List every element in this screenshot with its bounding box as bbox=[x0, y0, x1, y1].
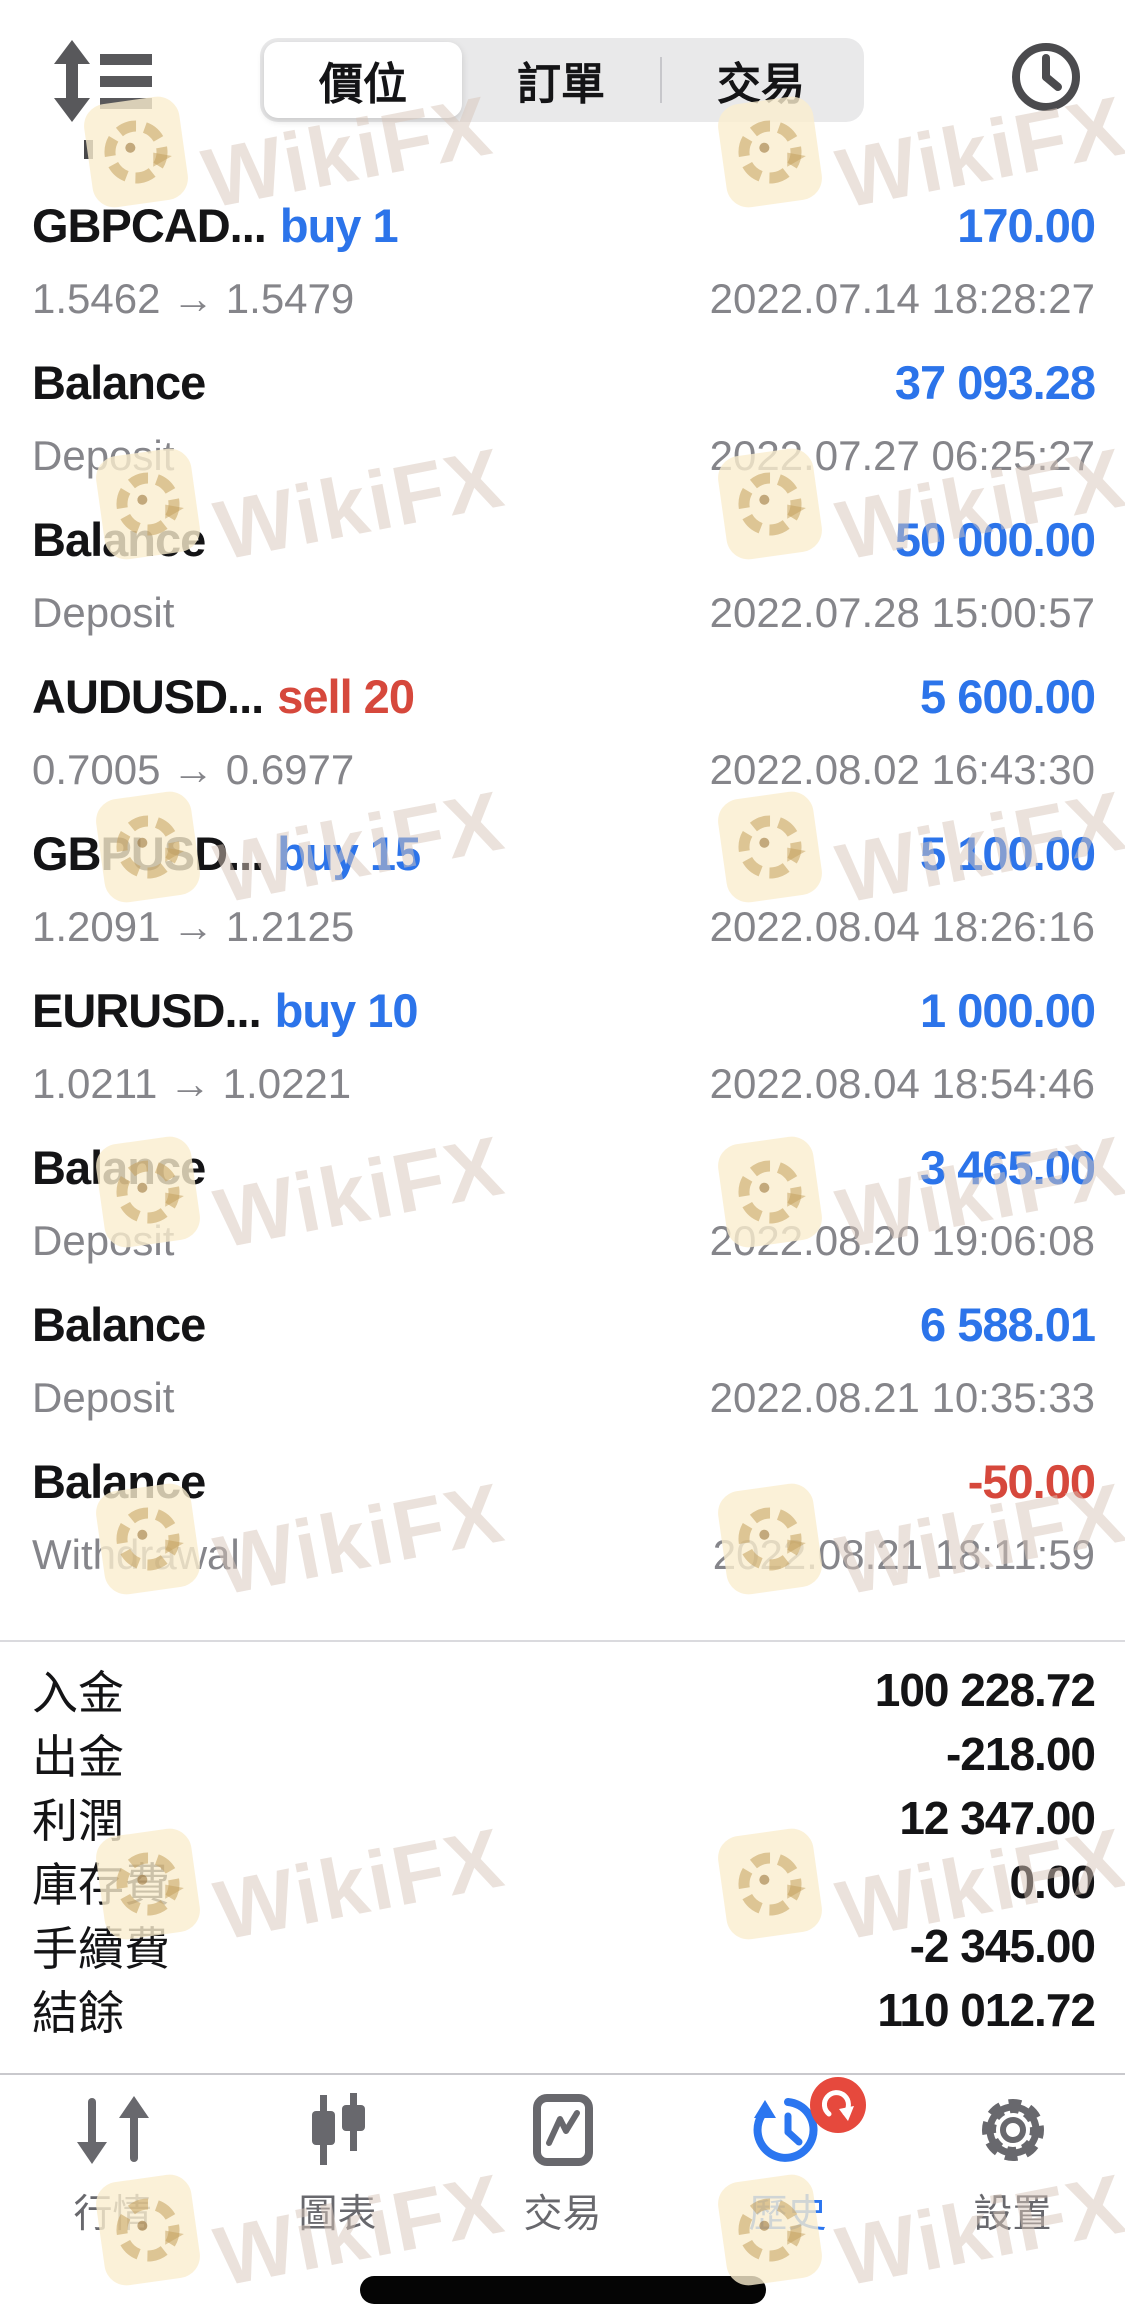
entry-time: 2022.08.21 18:11:59 bbox=[712, 1531, 1095, 1578]
entry-detail: Deposit bbox=[32, 1217, 175, 1264]
entry-amount: 50 000.00 bbox=[894, 513, 1096, 566]
tab-label: 行情 bbox=[73, 2193, 152, 2236]
history-entry[interactable]: Balance 3 465.00 Deposit 2022.08.20 19:0… bbox=[0, 1124, 1125, 1281]
view-segmented-control: 價位 訂單 交易 bbox=[260, 38, 864, 122]
gear-icon bbox=[981, 2099, 1044, 2161]
tab-label: 歷史 bbox=[748, 2193, 827, 2236]
entry-symbol: Balance bbox=[32, 513, 206, 566]
summary-label: 利潤 bbox=[32, 1795, 124, 1847]
history-entry[interactable]: EURUSD... buy 10 1 000.00 1.0211 → 1.022… bbox=[0, 967, 1125, 1124]
entry-symbol: Balance bbox=[32, 1298, 206, 1351]
tab-label: 交易 bbox=[523, 2193, 602, 2236]
entry-action: buy 10 bbox=[274, 984, 419, 1037]
summary-row-commission: 手續費 -2 345.00 bbox=[32, 1914, 1096, 1978]
summary-label: 手續費 bbox=[32, 1923, 170, 1975]
tab-deals[interactable]: 交易 bbox=[717, 60, 805, 109]
summary-panel: 入金 100 228.72 出金 -218.00 利潤 12 347.00 庫存… bbox=[32, 1658, 1096, 2042]
summary-label: 結餘 bbox=[32, 1987, 124, 2039]
history-entry[interactable]: GBPCAD... buy 1 170.00 1.5462 → 1.5479 2… bbox=[0, 182, 1125, 339]
entry-symbol: EURUSD... bbox=[32, 984, 262, 1037]
tab-charts[interactable]: 圖表 bbox=[225, 2091, 450, 2323]
entry-amount: 5 600.00 bbox=[920, 670, 1096, 723]
summary-value: 0.00 bbox=[1009, 1856, 1096, 1908]
history-entry[interactable]: Balance 50 000.00 Deposit 2022.07.28 15:… bbox=[0, 496, 1125, 653]
segment-divider bbox=[660, 57, 662, 103]
entry-symbol: Balance bbox=[32, 1455, 206, 1508]
tab-quotes[interactable]: 行情 bbox=[0, 2091, 225, 2323]
summary-label: 出金 bbox=[32, 1731, 124, 1783]
entry-amount: 37 093.28 bbox=[894, 356, 1096, 409]
summary-row-deposit: 入金 100 228.72 bbox=[32, 1658, 1096, 1722]
tab-trade[interactable]: 交易 bbox=[450, 2091, 675, 2323]
entry-amount: -50.00 bbox=[967, 1455, 1096, 1508]
entry-amount: 3 465.00 bbox=[920, 1141, 1096, 1194]
entry-action: buy 15 bbox=[277, 827, 421, 880]
entry-symbol: GBPUSD... bbox=[32, 827, 264, 880]
summary-value: 100 228.72 bbox=[874, 1664, 1096, 1716]
candlestick-chart-icon bbox=[311, 2093, 365, 2165]
summary-value: 110 012.72 bbox=[877, 1984, 1096, 2036]
entry-symbol: GBPCAD... bbox=[32, 199, 267, 252]
entry-amount: 5 100.00 bbox=[920, 827, 1096, 880]
home-indicator[interactable] bbox=[360, 2276, 766, 2304]
summary-value: -218.00 bbox=[945, 1728, 1096, 1780]
entry-time: 2022.08.21 10:35:33 bbox=[709, 1374, 1095, 1421]
entry-symbol: Balance bbox=[32, 1141, 206, 1194]
entry-detail: 1.5462 → 1.5479 bbox=[32, 275, 355, 322]
entry-time: 2022.07.27 06:25:27 bbox=[709, 432, 1095, 479]
history-list: GBPCAD... buy 1 170.00 1.5462 → 1.5479 2… bbox=[0, 182, 1125, 1595]
summary-value: -2 345.00 bbox=[909, 1920, 1096, 1972]
history-entry[interactable]: AUDUSD... sell 20 5 600.00 0.7005 → 0.69… bbox=[0, 653, 1125, 810]
entry-time: 2022.08.20 19:06:08 bbox=[709, 1217, 1095, 1264]
summary-label: 入金 bbox=[32, 1667, 124, 1719]
entry-symbol: AUDUSD... bbox=[32, 670, 264, 723]
history-entry[interactable]: Balance 37 093.28 Deposit 2022.07.27 06:… bbox=[0, 339, 1125, 496]
entry-amount: 1 000.00 bbox=[920, 984, 1096, 1037]
tab-orders[interactable]: 訂單 bbox=[517, 60, 605, 109]
entry-detail: Deposit bbox=[32, 1374, 175, 1421]
trade-chart-icon bbox=[532, 2094, 593, 2166]
refresh-arrow-icon bbox=[821, 2090, 854, 2121]
entry-detail: Deposit bbox=[32, 432, 175, 479]
history-clock-icon bbox=[753, 2098, 817, 2162]
summary-divider bbox=[0, 1640, 1125, 1642]
entry-detail: 1.2091 → 1.2125 bbox=[32, 903, 355, 950]
history-entry[interactable]: Balance -50.00 Withdrawal 2022.08.21 18:… bbox=[0, 1438, 1125, 1595]
summary-row-balance: 結餘 110 012.72 bbox=[32, 1978, 1096, 2042]
entry-detail: Deposit bbox=[32, 589, 175, 636]
summary-row-profit: 利潤 12 347.00 bbox=[32, 1786, 1096, 1850]
entry-time: 2022.08.04 18:26:16 bbox=[709, 903, 1095, 950]
sort-icon[interactable] bbox=[52, 40, 156, 122]
tab-settings[interactable]: 設置 bbox=[900, 2091, 1125, 2323]
entry-time: 2022.08.02 16:43:30 bbox=[709, 746, 1095, 793]
entry-detail: 0.7005 → 0.6977 bbox=[32, 746, 355, 793]
entry-detail: 1.0211 → 1.0221 bbox=[32, 1060, 352, 1107]
summary-label: 庫存費 bbox=[32, 1859, 170, 1911]
entry-time: 2022.07.14 18:28:27 bbox=[709, 275, 1095, 322]
history-entry[interactable]: GBPUSD... buy 15 5 100.00 1.2091 → 1.212… bbox=[0, 810, 1125, 967]
entry-symbol: Balance bbox=[32, 356, 206, 409]
entry-action: sell 20 bbox=[277, 670, 415, 723]
summary-row-swap: 庫存費 0.00 bbox=[32, 1850, 1096, 1914]
history-refresh-badge bbox=[809, 2077, 866, 2133]
tab-label: 設置 bbox=[973, 2193, 1052, 2236]
header: 價位 訂單 交易 bbox=[0, 0, 1125, 159]
entry-amount: 170.00 bbox=[957, 199, 1096, 252]
entry-detail: Withdrawal bbox=[32, 1531, 240, 1578]
quotes-arrows-icon bbox=[76, 2096, 149, 2164]
summary-value: 12 347.00 bbox=[899, 1792, 1096, 1844]
entry-amount: 6 588.01 bbox=[920, 1298, 1096, 1351]
tab-prices[interactable]: 價位 bbox=[264, 42, 462, 118]
history-entry[interactable]: Balance 6 588.01 Deposit 2022.08.21 10:3… bbox=[0, 1281, 1125, 1438]
clock-icon[interactable] bbox=[1009, 40, 1083, 114]
entry-time: 2022.08.04 18:54:46 bbox=[709, 1060, 1095, 1107]
entry-time: 2022.07.28 15:00:57 bbox=[709, 589, 1095, 636]
summary-row-withdrawal: 出金 -218.00 bbox=[32, 1722, 1096, 1786]
tab-label: 圖表 bbox=[298, 2193, 377, 2236]
entry-action: buy 1 bbox=[279, 199, 399, 252]
clipped-list-remnant bbox=[84, 140, 93, 159]
